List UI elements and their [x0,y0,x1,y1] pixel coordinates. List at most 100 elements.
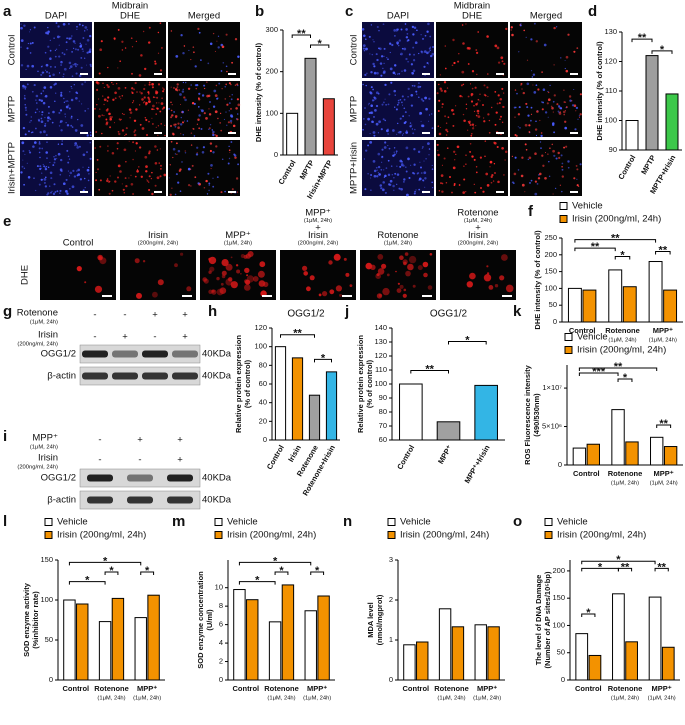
cell [33,26,36,29]
cell [34,127,37,130]
cell [30,116,33,118]
cell [364,123,367,126]
cell [380,168,383,171]
cell [535,120,537,123]
cell [431,127,434,129]
cell [389,179,393,183]
x-tick-label: Rotenone [608,469,643,478]
cell [21,165,24,168]
cell [406,129,408,131]
cell [81,24,84,27]
cell [157,31,160,34]
cell [436,92,439,95]
cell [225,83,228,86]
cell [187,167,191,171]
cell [212,151,215,154]
cell [367,173,369,175]
cell [59,109,63,112]
cell [417,265,423,271]
x-tick-label: MPP⁺ [654,469,674,478]
cell [467,63,470,65]
micrograph [510,22,582,78]
significance-bracket [280,334,315,338]
cell [473,104,475,107]
x-tick-label: Control [569,326,596,335]
cell [574,128,577,131]
cell [42,101,46,105]
micrograph [168,140,240,196]
cell [551,143,554,146]
cell [85,43,87,45]
cell [69,65,73,68]
cell [400,101,403,104]
cell [51,190,53,193]
cell [23,97,26,100]
cell [129,117,131,119]
cell [490,175,493,179]
cell [45,165,48,168]
cell [423,50,427,53]
cell [145,118,148,122]
cell [483,120,486,123]
cell [425,107,428,111]
cell [512,181,514,183]
cell [223,118,225,120]
cell [575,164,578,167]
x-tick-note: (1μM, 24h) [133,696,161,702]
cell [486,265,489,268]
x-tick-label: Rotenone [94,684,129,693]
cell [196,83,199,87]
cell [44,94,48,98]
significance-bracket [68,561,142,566]
cell [154,162,158,165]
cell [71,75,74,77]
significance-label: *** [592,366,606,378]
cell [56,35,60,39]
cell [452,113,455,116]
cell [475,103,478,106]
legend-swatch [564,346,573,354]
cell [76,266,82,272]
cell [106,178,109,180]
cell [162,88,165,91]
cell [224,190,226,193]
cell [384,98,386,100]
cell [403,178,406,181]
cell [76,64,79,66]
cell [124,47,127,49]
cell [86,168,90,172]
treatment-name: Irisin [38,453,58,464]
cell [162,87,164,89]
cell [502,106,504,108]
cell [146,179,149,182]
cell [419,166,423,169]
cell [333,253,341,261]
cell [549,147,551,149]
cell [391,43,394,47]
cell [539,141,542,143]
cell [501,87,504,90]
cell [22,159,24,161]
cell [136,91,138,93]
cell [117,176,119,179]
scale-bar [496,132,504,134]
cell [428,148,431,150]
bar [474,384,498,441]
cell [24,104,26,106]
cell [148,150,151,153]
cell [375,122,379,126]
cell [109,175,111,177]
cell [573,88,575,91]
cell [38,151,41,154]
cell [475,114,478,117]
cell [79,45,83,48]
cell [158,102,160,104]
cell [226,103,229,106]
cell [89,131,92,134]
cell [89,134,92,137]
significance-bracket [448,340,487,345]
cell [381,263,387,269]
cell [563,113,565,116]
significance-bracket [238,561,312,566]
cell [216,276,220,281]
